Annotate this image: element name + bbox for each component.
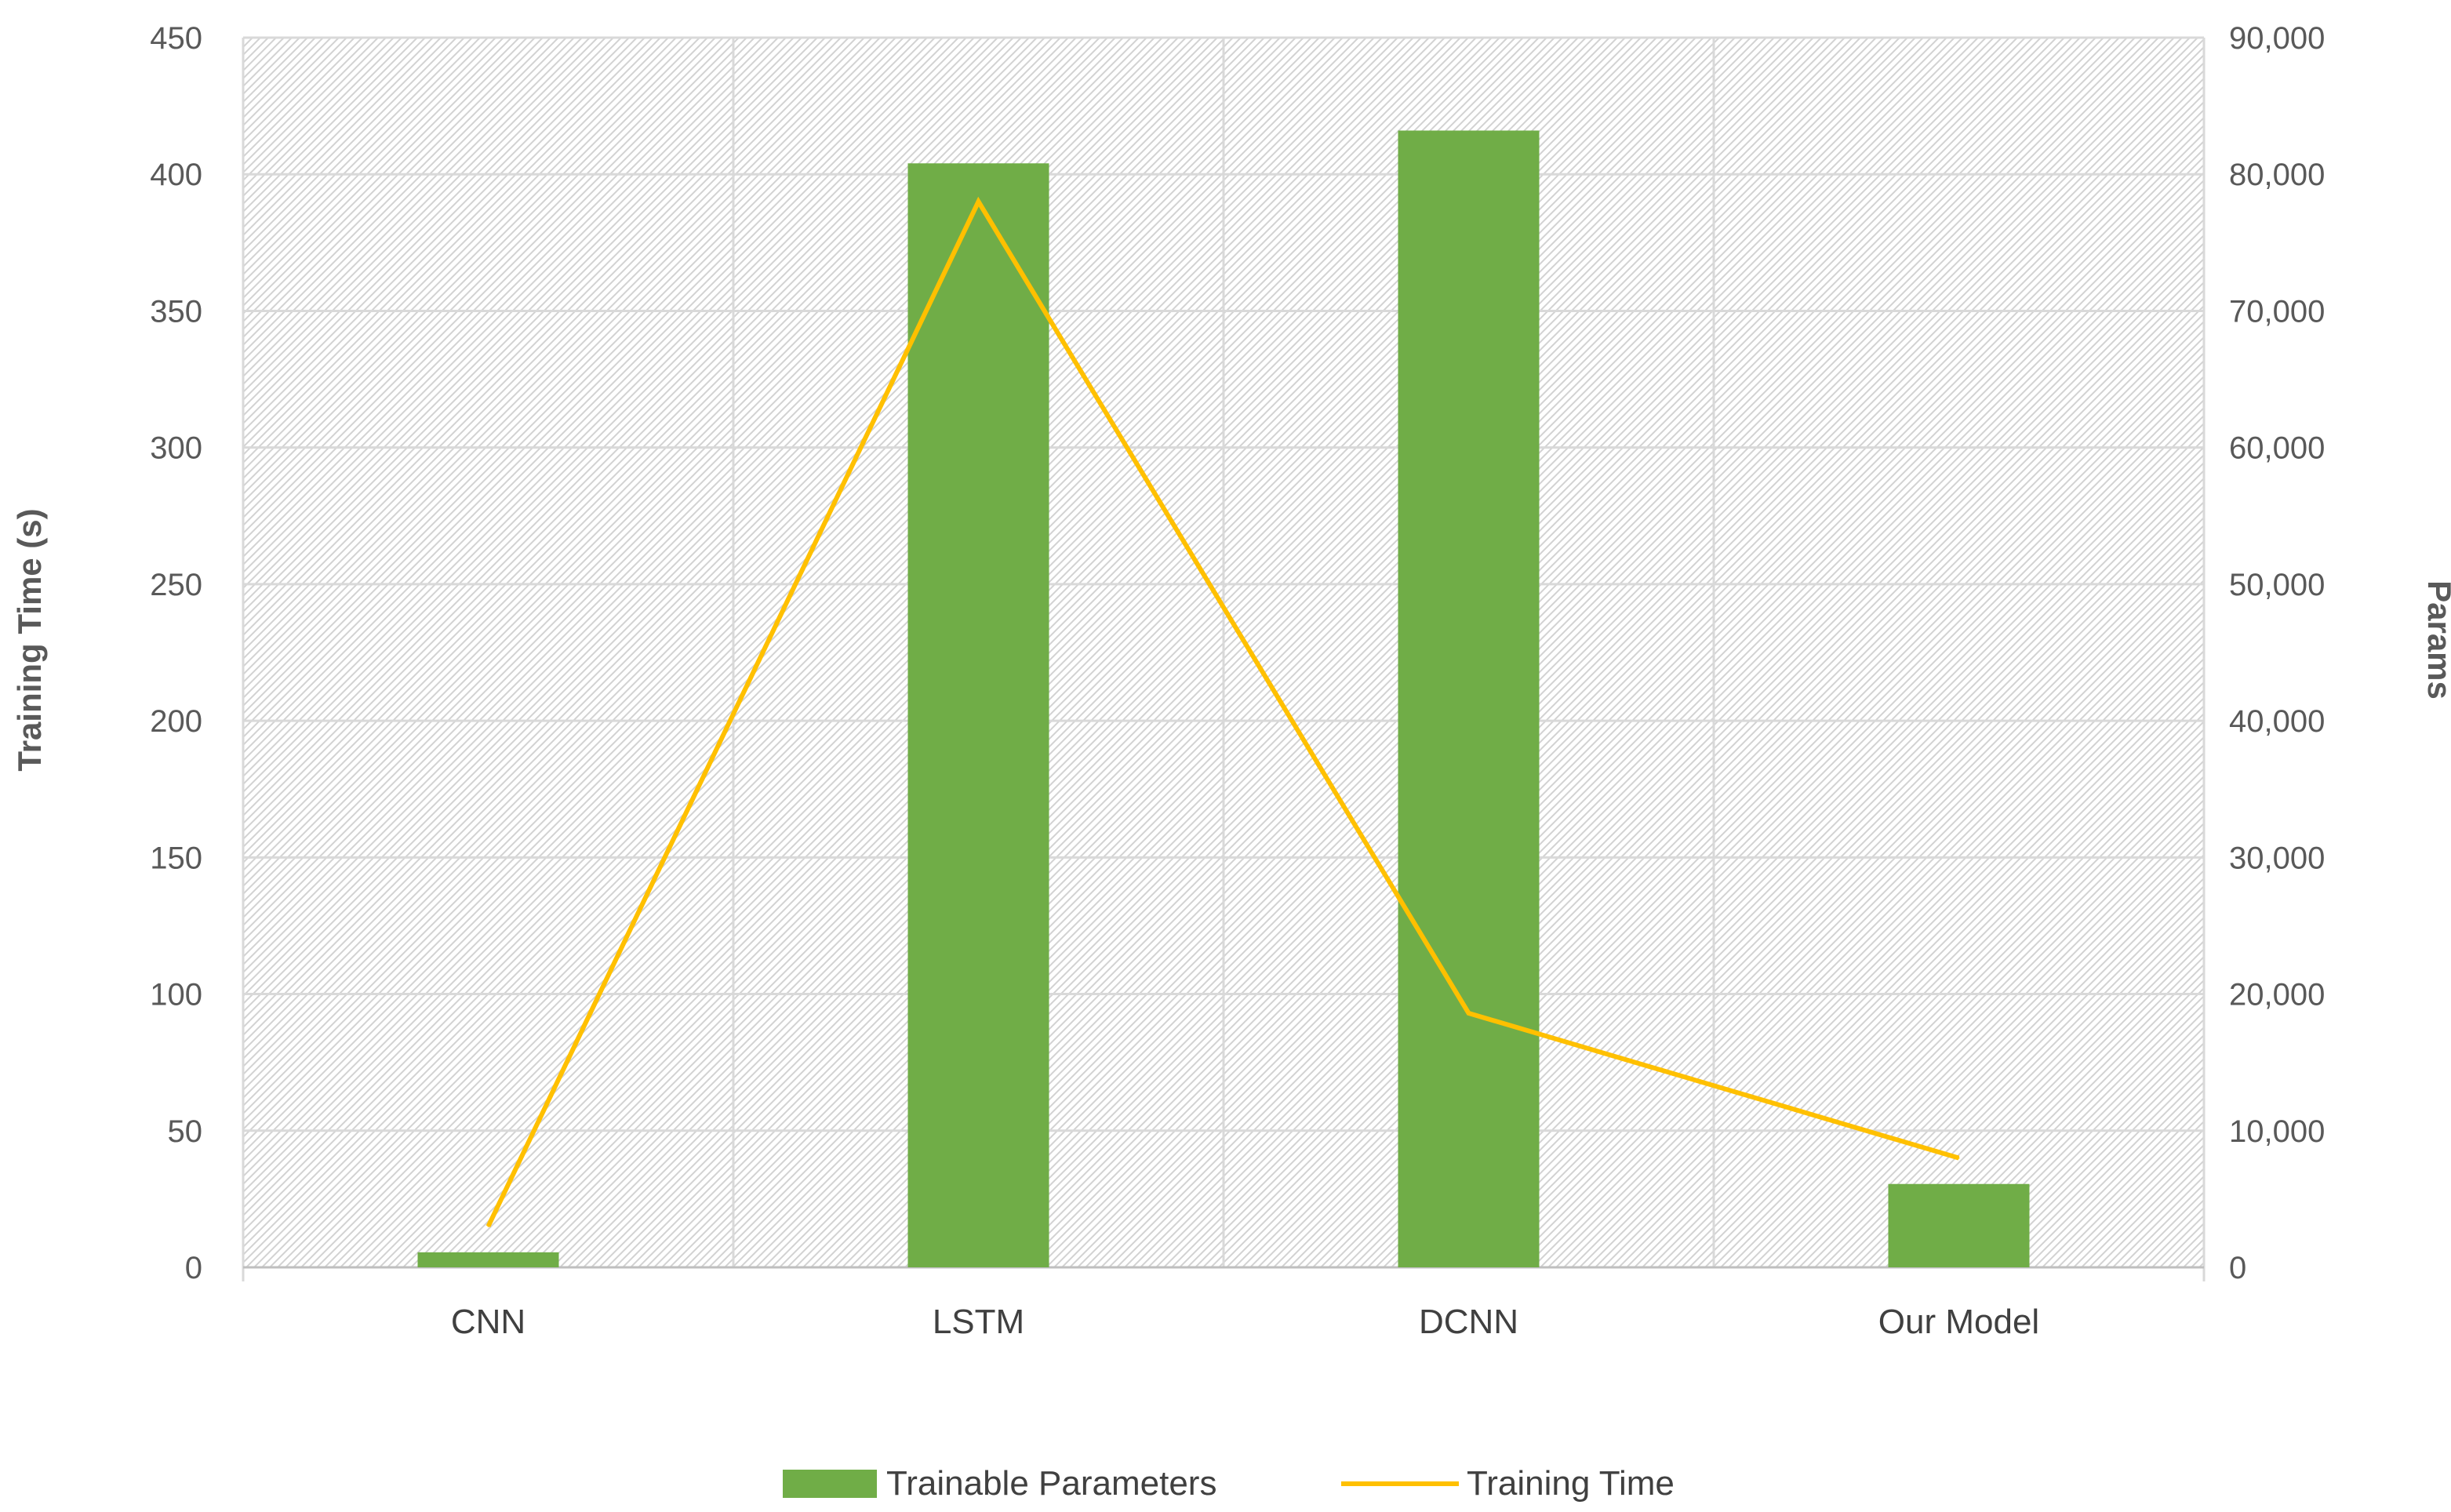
right-axis-tick-label: 90,000 [2229, 21, 2325, 56]
legend-label-training-time: Training Time [1467, 1464, 1675, 1503]
right-axis-tick-label: 20,000 [2229, 978, 2325, 1012]
right-axis-tick-label: 10,000 [2229, 1114, 2325, 1149]
left-axis-tick-label: 0 [185, 1251, 202, 1285]
gridlines [242, 36, 2206, 1281]
legend: Trainable Parameters Training Time [783, 1464, 1675, 1503]
category-label: Our Model [1878, 1303, 2039, 1341]
category-label: DCNN [1419, 1303, 1518, 1341]
left-axis-tick-label: 50 [168, 1114, 203, 1149]
right-axis-tick-label: 40,000 [2229, 704, 2325, 739]
training-time-point [977, 201, 980, 203]
left-axis-tick-label: 400 [150, 158, 202, 192]
right-axis-title: Params [2421, 580, 2451, 700]
right-axis-tick-label: 70,000 [2229, 294, 2325, 329]
training-time-point [1467, 1012, 1470, 1014]
left-axis-tick-label: 100 [150, 978, 202, 1012]
right-axis-tick-label: 50,000 [2229, 568, 2325, 602]
category-label: CNN [451, 1303, 525, 1341]
bar-cnn [417, 1252, 559, 1267]
bar-lstm [907, 163, 1049, 1268]
right-axis-tick-label: 60,000 [2229, 431, 2325, 466]
training-time-line [485, 196, 1960, 1228]
left-axis-tick-label: 450 [150, 21, 202, 56]
category-label: LSTM [933, 1303, 1024, 1341]
left-axis-tick-label: 200 [150, 704, 202, 739]
right-axis-tick-labels: 0 10,000 20,000 30,000 40,000 50,000 60,000 70,… [2229, 21, 2325, 1285]
legend-swatch-trainable-parameters [783, 1470, 877, 1498]
bar-dcnn [1398, 130, 1540, 1268]
category-axis-labels: CNN LSTM DCNN Our Model [451, 1303, 2039, 1341]
left-axis-tick-label: 250 [150, 568, 202, 602]
bar-series-trainable-parameters [417, 130, 2030, 1268]
line-series-training-time [485, 196, 1960, 1228]
left-axis-tick-label: 150 [150, 841, 202, 875]
left-axis-tick-label: 350 [150, 294, 202, 329]
training-time-point [1958, 1157, 1960, 1159]
right-axis-tick-label: 0 [2229, 1251, 2246, 1285]
bar-our-model [1888, 1183, 2030, 1267]
left-axis-title: Training Time (s) [11, 508, 48, 771]
left-axis-tick-label: 300 [150, 431, 202, 466]
right-axis-tick-label: 80,000 [2229, 158, 2325, 192]
left-axis-tick-labels: 0 50 100 150 200 250 300 350 400 450 [150, 21, 202, 1285]
legend-label-trainable-parameters: Trainable Parameters [886, 1464, 1216, 1503]
training-time-point [487, 1225, 489, 1227]
right-axis-tick-label: 30,000 [2229, 841, 2325, 875]
